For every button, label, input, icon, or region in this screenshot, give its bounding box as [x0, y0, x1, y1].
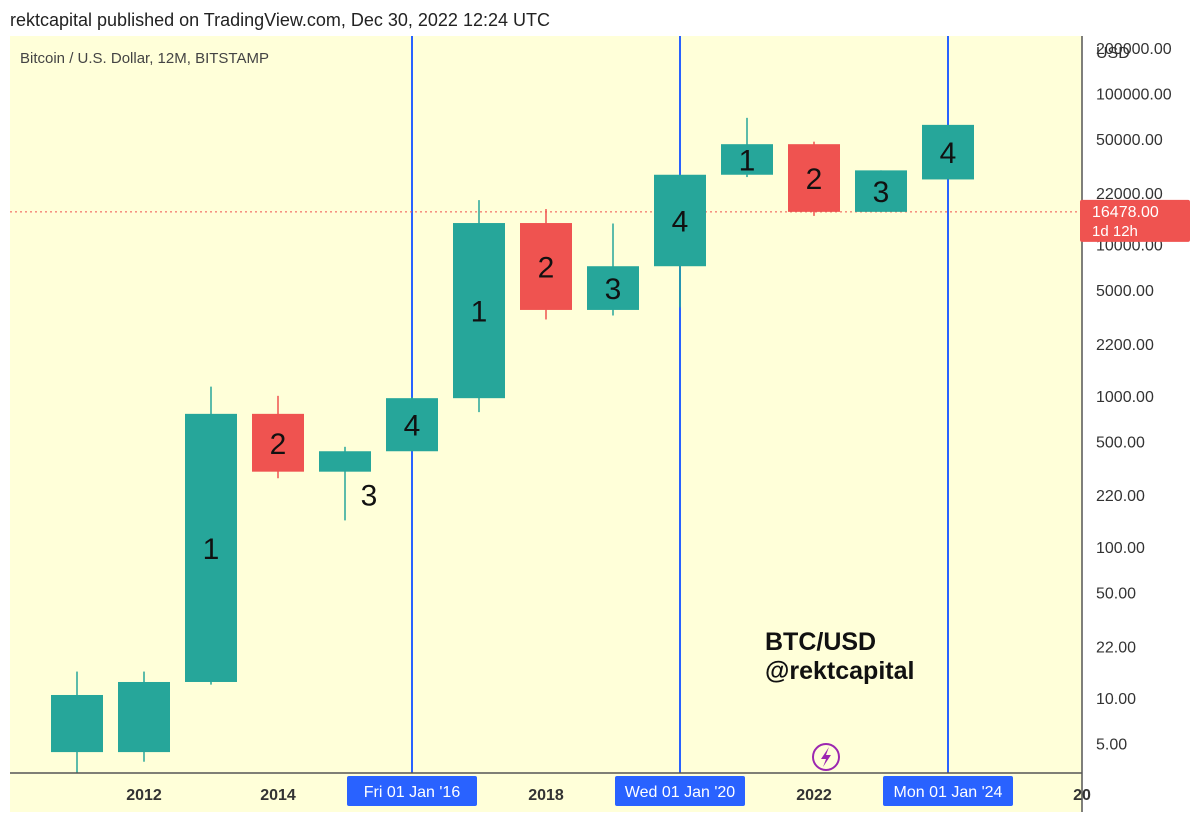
candle: [922, 124, 974, 180]
candle: [386, 397, 438, 452]
candle-body: [654, 174, 706, 267]
candle-body: [587, 266, 639, 310]
publisher-header: rektcapital published on TradingView.com…: [10, 10, 550, 30]
candles: [51, 117, 974, 773]
candle: [319, 446, 371, 521]
candle-body: [118, 681, 170, 753]
cycle-date-badge: [615, 776, 745, 806]
candle-body: [855, 170, 907, 212]
y-tick-label: 200000.00: [1096, 41, 1172, 58]
watermark: BTC/USD @rektcapital: [765, 628, 914, 686]
candle-cycle-label: 1: [203, 533, 220, 566]
candle-body: [453, 223, 505, 399]
y-tick-label: 100000.00: [1096, 86, 1172, 103]
cycle-date-label: Fri 01 Jan '16: [364, 784, 461, 801]
candle-body: [319, 451, 371, 472]
x-tick-label: 2012: [126, 787, 162, 804]
plot-background: [10, 36, 1082, 812]
y-tick-label: 1000.00: [1096, 389, 1154, 406]
y-tick-label: 10000.00: [1096, 238, 1163, 255]
candle-body: [721, 144, 773, 175]
candle: [855, 170, 907, 212]
y-tick-label: 220.00: [1096, 488, 1145, 505]
cycle-date-label: Mon 01 Jan '24: [894, 784, 1003, 801]
candle: [118, 671, 170, 762]
watermark-pair: BTC/USD: [765, 628, 877, 656]
watermark-author: @rektcapital: [765, 657, 915, 685]
candle: [453, 200, 505, 413]
price-axis-unit: USD: [1096, 45, 1130, 62]
symbol-legend: Bitcoin / U.S. Dollar, 12M, BITSTAMP: [20, 50, 269, 67]
candle-cycle-label: 3: [873, 176, 890, 209]
candle: [721, 117, 773, 178]
candle: [520, 209, 572, 320]
cycle-date-badge: [347, 776, 477, 806]
candle-cycle-label: 4: [404, 410, 421, 443]
x-tick-label: 20: [1073, 787, 1091, 804]
current-price-value: 16478.00: [1092, 204, 1159, 221]
logo-ring: [812, 743, 840, 771]
candle-labels: 1 2 3 4 1 2 3 4 1 2 3 4: [203, 137, 957, 566]
logo-bolt: [821, 747, 831, 767]
y-tick-label: 500.00: [1096, 434, 1145, 451]
candle: [51, 671, 103, 773]
candle-body: [788, 144, 840, 212]
candle-body: [520, 223, 572, 310]
tradingview-logo-icon[interactable]: [812, 743, 840, 771]
candle-cycle-label: 1: [471, 296, 488, 329]
candle: [252, 395, 304, 479]
y-tick-label: 2200.00: [1096, 337, 1154, 354]
y-tick-label: 22.00: [1096, 639, 1136, 656]
candle-body: [185, 413, 237, 682]
y-tick-label: 5000.00: [1096, 283, 1154, 300]
candle-cycle-label: 4: [940, 137, 957, 170]
candle-cycle-label: 1: [739, 144, 756, 177]
candle-body: [922, 124, 974, 180]
candle-cycle-label: 2: [270, 428, 287, 461]
x-tick-label: 2018: [528, 787, 564, 804]
cycle-date-label: Wed 01 Jan '20: [625, 784, 735, 801]
y-tick-label: 50000.00: [1096, 132, 1163, 149]
y-tick-label: 10.00: [1096, 691, 1136, 708]
y-tick-label: 5.00: [1096, 737, 1127, 754]
candle: [587, 223, 639, 316]
candle-cycle-label: 2: [538, 251, 555, 284]
y-tick-label: 22000.00: [1096, 186, 1163, 203]
current-price-countdown: 1d 12h: [1092, 223, 1138, 240]
candle-body: [51, 694, 103, 753]
candle-body: [386, 398, 438, 452]
candle-cycle-label: 3: [605, 273, 622, 306]
candle: [185, 386, 237, 685]
x-tick-label: 2022: [796, 787, 832, 804]
candle-body: [252, 413, 304, 472]
current-price-badge: [1080, 199, 1190, 242]
y-tick-label: 100.00: [1096, 540, 1145, 557]
candle: [788, 141, 840, 216]
y-tick-label: 50.00: [1096, 586, 1136, 603]
candle-cycle-label: 2: [806, 163, 823, 196]
candle-cycle-label: 4: [672, 205, 689, 238]
cycle-date-badge: [883, 776, 1013, 806]
candle-cycle-label: 3: [361, 480, 378, 513]
x-tick-label: 2014: [260, 787, 296, 804]
candle: [654, 174, 706, 308]
